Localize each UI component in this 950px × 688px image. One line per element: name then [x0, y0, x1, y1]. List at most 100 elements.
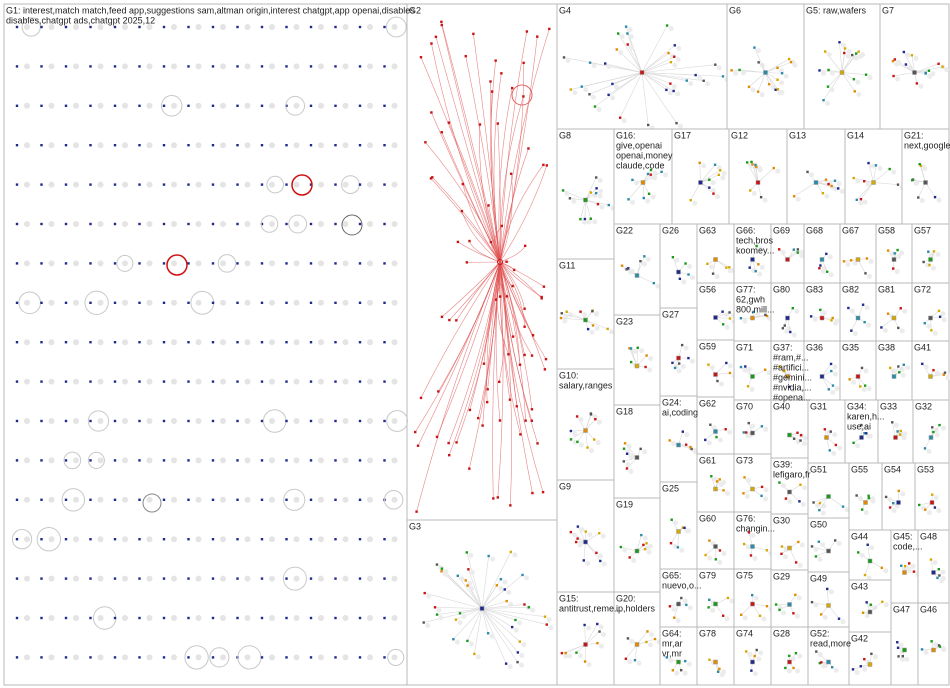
faint-node: [854, 669, 860, 675]
faint-node: [629, 45, 635, 51]
faint-node: [716, 65, 722, 71]
node: [559, 316, 563, 320]
node: [644, 365, 647, 369]
node: [848, 378, 851, 381]
node: [260, 459, 264, 462]
edge: [715, 317, 731, 319]
edge: [641, 72, 696, 76]
node: [89, 459, 92, 462]
node: [915, 82, 919, 85]
faint-node: [244, 536, 251, 543]
faint-node: [171, 536, 177, 543]
faint-node: [146, 260, 153, 267]
node: [464, 579, 467, 582]
faint-node: [940, 645, 946, 651]
node: [543, 615, 547, 618]
node: [841, 505, 845, 508]
node: [774, 603, 778, 606]
node: [749, 554, 753, 557]
node: [507, 353, 510, 356]
edge: [625, 644, 638, 659]
faint-node: [663, 172, 669, 178]
faint-node: [598, 624, 604, 630]
faint-node: [24, 221, 30, 227]
hub: [676, 442, 681, 448]
faint-node: [926, 510, 932, 516]
node: [606, 327, 609, 331]
node: [285, 498, 288, 501]
node: [525, 30, 529, 33]
faint-node: [318, 181, 324, 188]
edge: [641, 45, 675, 73]
faint-node: [220, 536, 226, 543]
node: [892, 267, 895, 270]
node: [162, 380, 166, 383]
faint-node: [342, 63, 349, 70]
faint-node: [122, 615, 128, 621]
node: [574, 540, 578, 544]
faint-node: [832, 432, 838, 438]
faint-node: [171, 496, 177, 503]
faint-node: [595, 440, 601, 446]
node: [646, 630, 649, 633]
faint-node: [502, 579, 508, 585]
node: [843, 47, 847, 50]
faint-node: [171, 418, 177, 424]
edge: [641, 72, 667, 91]
node: [521, 573, 524, 577]
group-label: G38: [878, 342, 895, 352]
hub: [750, 659, 755, 665]
edge: [577, 526, 586, 543]
node-ring: [209, 647, 230, 668]
node: [904, 63, 908, 66]
node: [89, 498, 92, 501]
faint-node: [391, 260, 398, 267]
faint-node: [720, 175, 726, 181]
faint-node: [578, 442, 584, 448]
node: [334, 419, 337, 423]
faint-node: [591, 63, 597, 69]
hub: [676, 269, 681, 275]
node: [888, 506, 892, 509]
faint-node: [342, 299, 349, 306]
node: [211, 301, 215, 304]
faint-node: [708, 264, 714, 270]
faint-node: [342, 339, 349, 346]
node: [511, 335, 515, 338]
node: [187, 656, 190, 659]
node: [560, 651, 564, 655]
faint-node: [613, 84, 619, 90]
faint-node: [391, 339, 398, 346]
faint-node: [893, 422, 899, 428]
node: [260, 498, 264, 501]
node: [738, 68, 741, 72]
faint-node: [896, 253, 902, 259]
edge: [441, 132, 501, 263]
faint-node: [73, 63, 79, 70]
node: [668, 439, 671, 442]
faint-node: [781, 610, 787, 616]
faint-node: [244, 102, 251, 109]
node: [309, 419, 313, 423]
node: [437, 390, 440, 393]
faint-node: [826, 52, 832, 58]
edge: [612, 72, 643, 85]
node: [309, 538, 313, 541]
group-label: G47: [893, 604, 910, 614]
group-label: use,ai: [847, 421, 871, 431]
node: [645, 354, 648, 357]
group-label: G40: [773, 401, 790, 411]
node: [728, 311, 731, 314]
faint-node: [906, 566, 912, 572]
faint-node: [577, 542, 583, 548]
faint-node: [628, 34, 634, 40]
faint-node: [647, 642, 653, 648]
node: [673, 366, 677, 370]
node: [187, 498, 190, 501]
hub: [583, 428, 588, 433]
labels: G1: interest,match match,feed app,sugges…: [6, 5, 950, 658]
edge: [608, 72, 643, 96]
node: [260, 341, 264, 344]
node: [829, 430, 832, 433]
node: [309, 498, 313, 501]
